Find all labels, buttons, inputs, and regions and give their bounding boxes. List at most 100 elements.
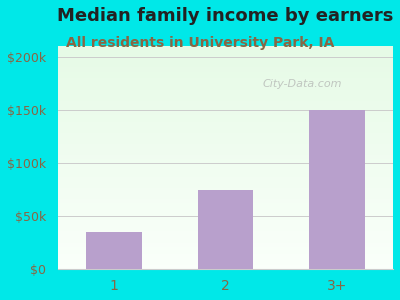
Bar (58, 110, 393, 111)
Bar (58, 142, 393, 143)
Bar (58, 187, 393, 188)
Bar (58, 133, 393, 134)
Bar (58, 48, 393, 49)
Bar (58, 126, 393, 128)
Bar (58, 167, 393, 168)
Bar (58, 100, 393, 101)
Bar (58, 159, 393, 160)
Bar (58, 93, 393, 94)
Bar (58, 250, 393, 251)
Bar (58, 96, 393, 97)
Bar (58, 247, 393, 248)
Bar (198, 190, 253, 269)
Bar (58, 58, 393, 59)
Bar (58, 114, 393, 115)
Bar (58, 72, 393, 73)
Bar (58, 246, 393, 247)
Bar (58, 122, 393, 123)
Bar (58, 171, 393, 172)
Title: Median family income by earners: Median family income by earners (57, 7, 394, 25)
Bar (58, 262, 393, 264)
Bar (58, 178, 393, 179)
Bar (58, 210, 393, 211)
Bar (58, 231, 393, 232)
Bar (58, 84, 393, 85)
Bar (58, 194, 393, 196)
Bar (58, 256, 393, 257)
Bar (58, 153, 393, 154)
Bar (58, 103, 393, 104)
Bar (58, 199, 393, 200)
Bar (58, 251, 393, 253)
Bar (58, 245, 393, 246)
Bar (58, 232, 393, 234)
Bar (58, 63, 393, 64)
Bar (58, 78, 393, 80)
Bar (58, 137, 393, 139)
Bar (58, 87, 393, 88)
Bar (58, 107, 393, 109)
Text: All residents in University Park, IA: All residents in University Park, IA (66, 36, 334, 50)
Bar (58, 124, 393, 125)
Bar (58, 136, 393, 137)
Bar (58, 265, 393, 266)
Bar (58, 91, 393, 92)
Bar (58, 86, 393, 87)
Bar (58, 130, 393, 131)
Bar (58, 200, 393, 201)
Bar (58, 237, 393, 238)
Bar (58, 59, 393, 61)
Bar (58, 64, 393, 65)
Bar (58, 220, 393, 221)
Bar (58, 198, 393, 199)
Bar (58, 211, 393, 212)
Bar (58, 135, 393, 136)
Bar (58, 266, 393, 267)
Bar (58, 94, 393, 95)
Bar (58, 68, 393, 69)
Bar (58, 95, 393, 96)
Bar (58, 56, 393, 57)
Bar (58, 186, 393, 187)
Bar (58, 205, 393, 206)
Bar (58, 97, 393, 98)
Bar (58, 260, 393, 262)
Text: City-Data.com: City-Data.com (263, 79, 342, 89)
Bar (58, 179, 393, 180)
Bar (58, 109, 393, 110)
Bar (58, 55, 393, 56)
Bar (58, 166, 393, 167)
Bar (58, 155, 393, 157)
Bar (58, 191, 393, 192)
Bar (58, 208, 393, 209)
Bar (58, 189, 393, 190)
Bar (58, 66, 393, 67)
Bar (58, 88, 393, 89)
Bar (58, 222, 393, 224)
Bar (58, 157, 393, 158)
Bar (58, 192, 393, 194)
Bar (58, 75, 393, 76)
Bar (58, 238, 393, 239)
Bar (58, 240, 393, 242)
Bar (58, 203, 393, 205)
Bar (58, 112, 393, 113)
Bar (58, 120, 393, 121)
Bar (58, 188, 393, 189)
Bar (58, 105, 393, 106)
Bar (58, 249, 393, 250)
Bar (58, 139, 393, 140)
Bar (58, 148, 393, 149)
Bar (58, 177, 393, 178)
Bar (58, 160, 393, 161)
Bar (58, 85, 393, 86)
Bar (58, 255, 393, 256)
Bar (58, 125, 393, 126)
Bar (58, 141, 393, 142)
Bar (58, 258, 393, 259)
Bar (58, 82, 393, 83)
Bar (58, 163, 393, 164)
Bar (58, 259, 393, 260)
Bar (58, 219, 393, 220)
Bar (58, 128, 393, 129)
